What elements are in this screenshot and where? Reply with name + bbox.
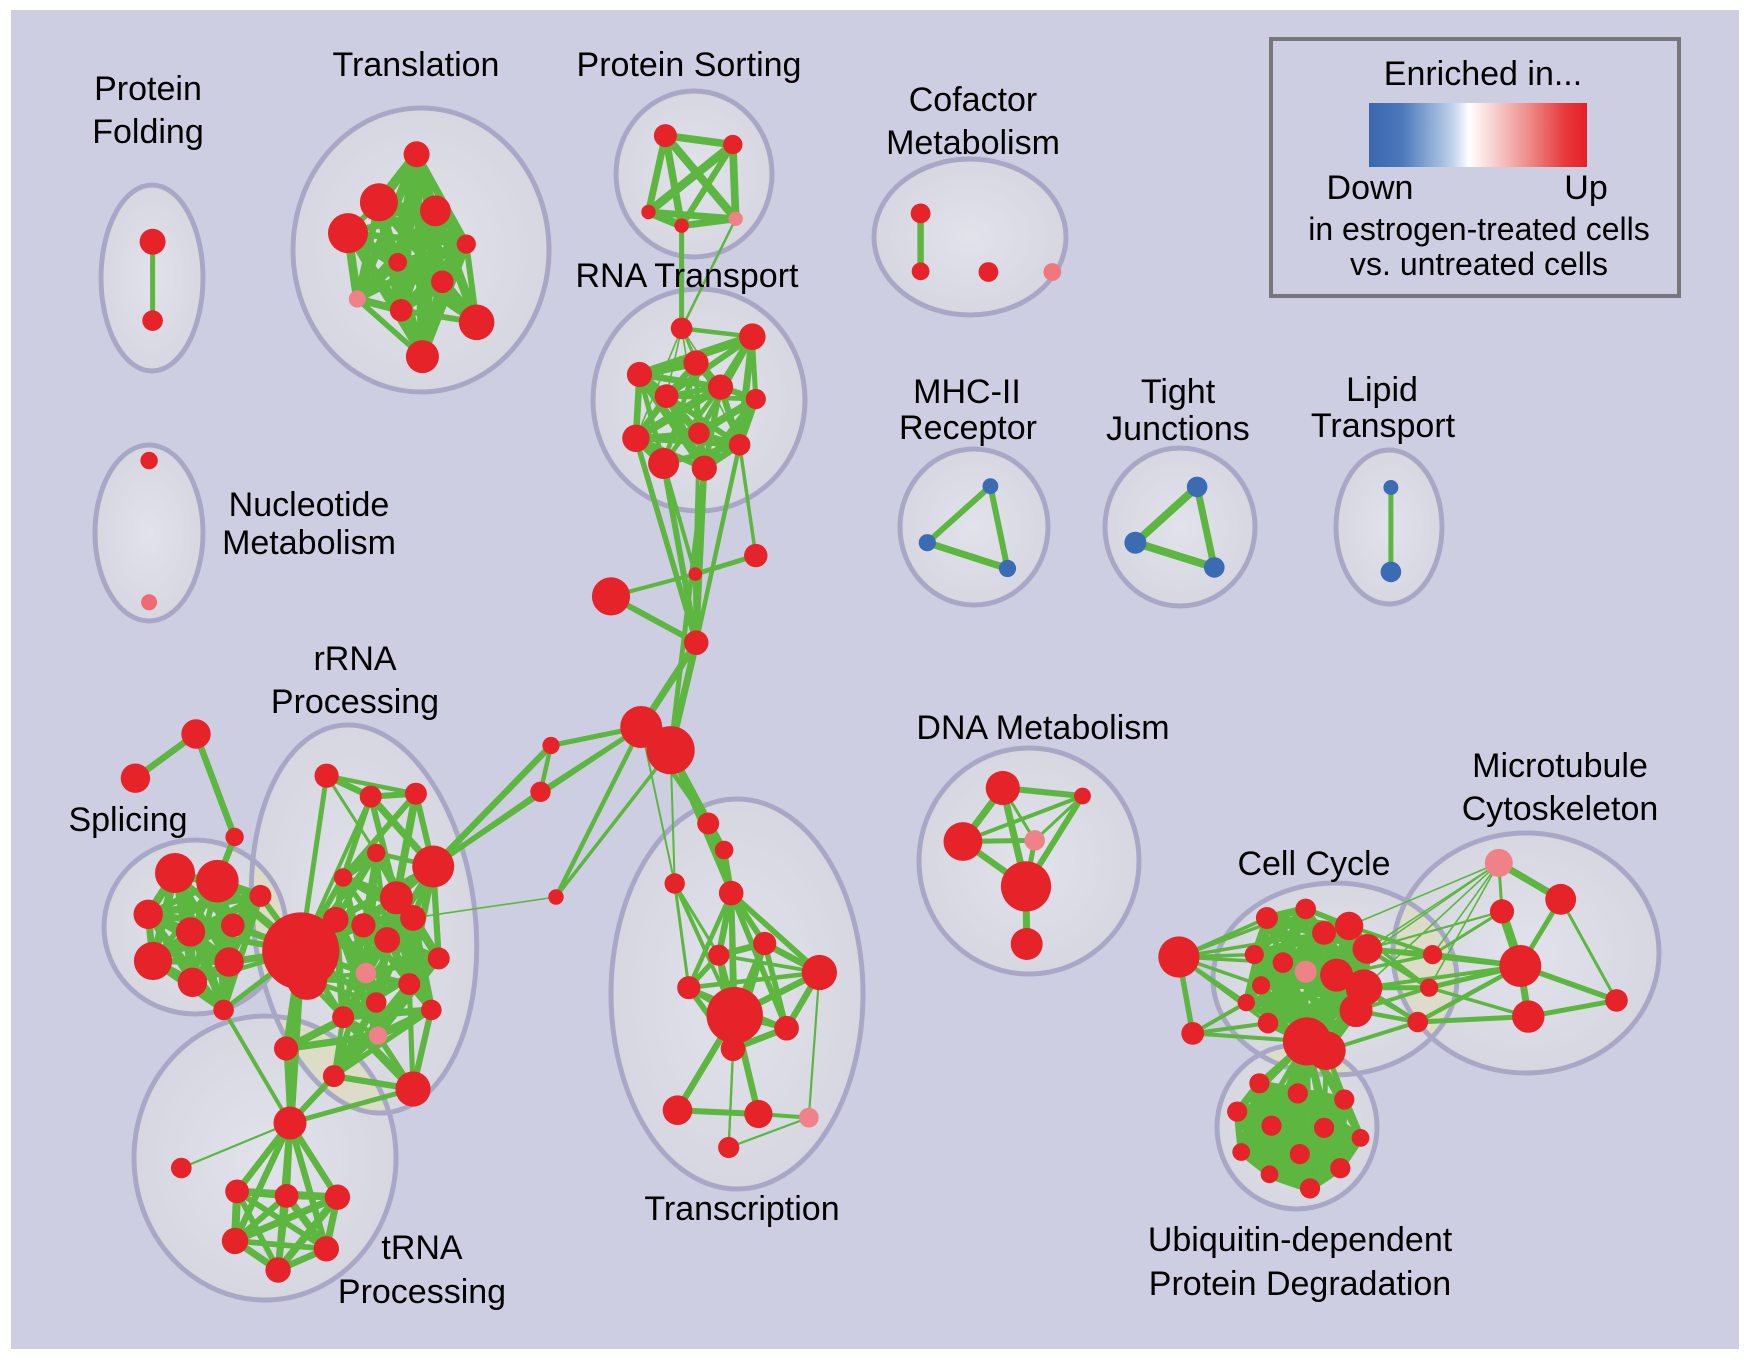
svg-text:Protein Sorting: Protein Sorting <box>577 46 802 84</box>
svg-text:Splicing: Splicing <box>68 801 187 839</box>
svg-text:Lipid: Lipid <box>1346 371 1418 409</box>
svg-text:Microtubule: Microtubule <box>1472 747 1648 785</box>
svg-text:rRNA: rRNA <box>313 640 396 678</box>
svg-text:Folding: Folding <box>92 113 204 151</box>
svg-text:Receptor: Receptor <box>899 409 1037 447</box>
svg-text:Transport: Transport <box>1311 407 1456 445</box>
svg-text:vs. untreated cells: vs. untreated cells <box>1350 246 1608 282</box>
svg-text:Ubiquitin-dependent: Ubiquitin-dependent <box>1148 1221 1453 1259</box>
svg-text:Processing: Processing <box>271 683 439 721</box>
svg-text:Nucleotide: Nucleotide <box>229 486 390 524</box>
svg-text:RNA Transport: RNA Transport <box>576 257 800 295</box>
svg-text:MHC-II: MHC-II <box>913 373 1021 411</box>
svg-text:Transcription: Transcription <box>644 1190 839 1228</box>
svg-text:Enriched in...: Enriched in... <box>1384 55 1582 93</box>
svg-text:Cytoskeleton: Cytoskeleton <box>1462 790 1659 828</box>
svg-text:Tight: Tight <box>1141 373 1216 411</box>
svg-text:Processing: Processing <box>338 1273 506 1311</box>
svg-text:DNA Metabolism: DNA Metabolism <box>916 709 1169 747</box>
svg-text:Up: Up <box>1564 169 1607 207</box>
svg-text:Down: Down <box>1327 169 1414 207</box>
svg-text:Protein: Protein <box>94 70 202 108</box>
svg-text:tRNA: tRNA <box>381 1229 463 1267</box>
svg-text:Metabolism: Metabolism <box>886 124 1060 162</box>
svg-text:Protein Degradation: Protein Degradation <box>1149 1265 1451 1303</box>
svg-text:in estrogen-treated cells: in estrogen-treated cells <box>1308 211 1650 247</box>
svg-text:Translation: Translation <box>333 46 500 84</box>
svg-text:Junctions: Junctions <box>1106 410 1250 448</box>
svg-text:Metabolism: Metabolism <box>222 524 396 562</box>
svg-text:Cell Cycle: Cell Cycle <box>1237 845 1390 883</box>
svg-text:Cofactor: Cofactor <box>909 81 1038 119</box>
